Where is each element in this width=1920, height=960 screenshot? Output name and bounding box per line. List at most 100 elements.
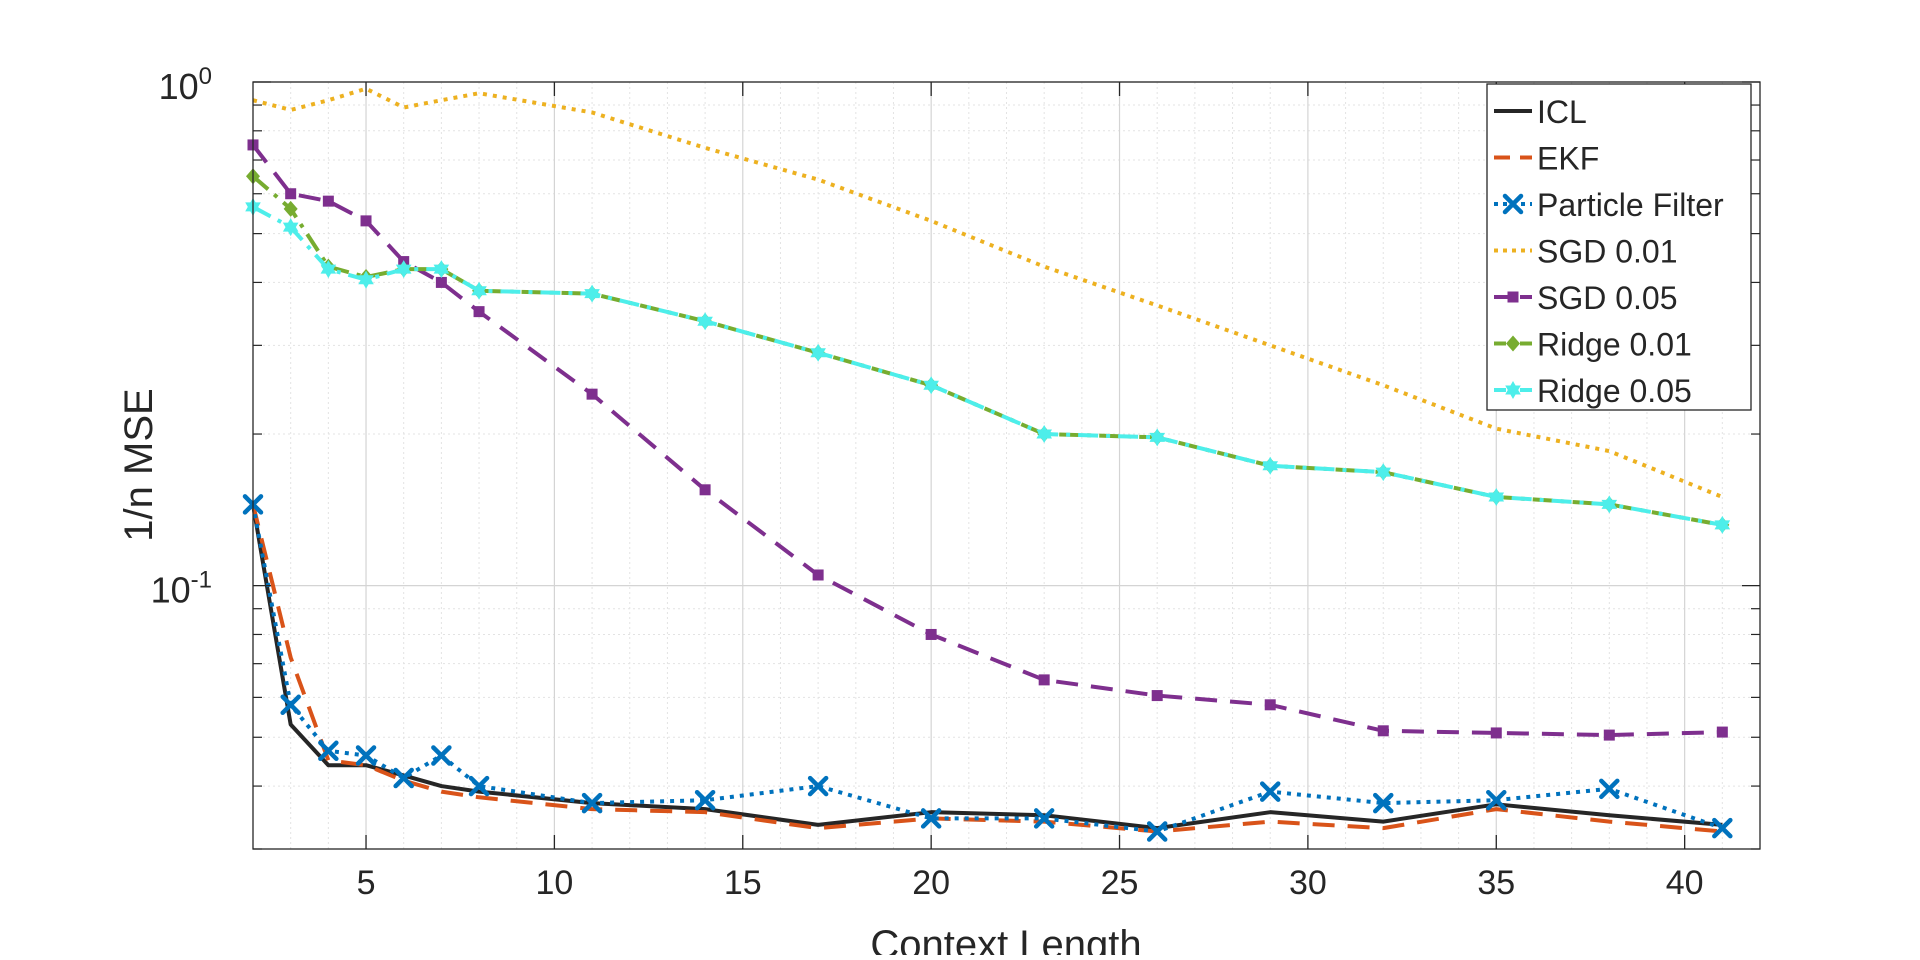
- x-marker-stroke: [393, 767, 414, 789]
- legend-item-icl: ICL: [1494, 94, 1587, 130]
- x-tick-label: 20: [912, 864, 950, 902]
- legend-item-sgd-0-05: SGD 0.05: [1494, 280, 1678, 316]
- data-point-particle-filter: [355, 745, 377, 766]
- x-axis-label: Context Length: [870, 923, 1141, 955]
- data-point-sgd-0-05: [435, 276, 447, 288]
- x-marker-stroke: [280, 694, 301, 716]
- hexagram-part: [584, 289, 600, 303]
- x-marker-stroke: [1259, 781, 1281, 802]
- data-point-sgd-0-05: [360, 215, 372, 227]
- data-point-sgd-0-05: [1377, 725, 1389, 737]
- data-point-ridge-0-05: [433, 260, 450, 279]
- hexagram-part: [1375, 467, 1392, 482]
- series-line-particle-filter: [251, 504, 1723, 834]
- data-point-particle-filter: [393, 767, 414, 789]
- data-point-sgd-0-05: [586, 388, 598, 400]
- legend-label: ICL: [1537, 94, 1587, 130]
- hexagram-part: [923, 380, 939, 395]
- data-point-ridge-0-05: [395, 260, 412, 279]
- x-marker-stroke: [581, 792, 603, 814]
- data-point-sgd-0-05: [1603, 729, 1615, 741]
- legend-marker-sample: [1502, 193, 1524, 215]
- data-point-sgd-0-05: [699, 484, 711, 496]
- series-line-ridge-0-05: [252, 205, 1723, 527]
- series-layer: [242, 86, 1733, 842]
- series-ridge-0-05: [245, 197, 1731, 534]
- data-point-particle-filter: [1259, 781, 1281, 802]
- series-sgd-0-01: [252, 86, 1724, 499]
- y-axis-label: 1/n MSE: [117, 388, 161, 541]
- data-point-particle-filter: [581, 792, 603, 814]
- x-tick-label: 15: [724, 864, 762, 902]
- legend: ICL EKF Particle Filter SGD 0.01 SGD 0.05 Rid…: [1486, 83, 1752, 411]
- legend-label: Particle Filter: [1537, 187, 1724, 223]
- legend-box: [1486, 83, 1752, 411]
- data-point-particle-filter: [280, 694, 301, 716]
- x-tick-label: 5: [357, 864, 376, 902]
- legend-item-particle-filter: Particle Filter: [1494, 187, 1724, 223]
- data-point-ridge-0-05: [358, 270, 374, 289]
- data-point-ridge-0-05: [1714, 515, 1731, 534]
- data-point-particle-filter: [807, 775, 829, 797]
- x-marker-stroke: [807, 775, 829, 797]
- x-tick-label: 25: [1101, 864, 1139, 902]
- data-point-ridge-0-05: [282, 218, 299, 237]
- data-point-ridge-0-05: [1036, 425, 1052, 444]
- data-point-ridge-0-05: [1488, 487, 1505, 506]
- data-point-ridge-0-05: [584, 284, 600, 303]
- legend-marker-sample: [1507, 291, 1519, 303]
- y-tick-label: 10-1: [151, 567, 212, 611]
- x-tick-label: 10: [535, 864, 573, 902]
- data-point-sgd-0-05: [322, 195, 334, 207]
- x-marker-stroke: [431, 745, 452, 766]
- hexagram-part: [395, 264, 412, 279]
- legend-label: EKF: [1537, 141, 1599, 177]
- data-point-particle-filter: [1599, 778, 1620, 800]
- x-tick-label: 40: [1666, 864, 1704, 902]
- hexagram-part: [433, 264, 450, 279]
- data-point-particle-filter: [431, 745, 452, 766]
- data-point-particle-filter: [1033, 808, 1055, 829]
- y-tick-label: 100: [159, 63, 212, 107]
- series-line-sgd-0-05: [251, 143, 1723, 738]
- data-point-ridge-0-05: [471, 281, 487, 300]
- x-marker-stroke: [468, 775, 490, 797]
- x-marker-stroke: [1373, 792, 1394, 814]
- data-point-sgd-0-05: [925, 628, 937, 640]
- data-point-ridge-0-01: [283, 200, 298, 217]
- hexagram-part: [810, 348, 826, 362]
- x-marker-stroke: [694, 789, 716, 811]
- data-point-sgd-0-05: [812, 569, 824, 581]
- data-point-particle-filter: [1373, 792, 1394, 814]
- data-point-sgd-0-05: [473, 306, 485, 318]
- hexagram-part: [1714, 520, 1731, 534]
- legend-item-sgd-0-01: SGD 0.01: [1494, 234, 1678, 270]
- data-point-sgd-0-05: [285, 188, 297, 200]
- x-tick-label: 30: [1289, 864, 1327, 902]
- data-point-sgd-0-05: [1038, 674, 1050, 686]
- x-marker-stroke: [1146, 821, 1168, 842]
- axes-box: [252, 81, 1761, 850]
- data-point-ridge-0-05: [923, 376, 939, 395]
- data-point-sgd-0-05: [1151, 690, 1163, 702]
- data-point-particle-filter: [1146, 821, 1168, 842]
- x-marker-stroke: [1033, 808, 1055, 829]
- data-point-particle-filter: [1486, 789, 1507, 811]
- data-point-sgd-0-05: [1716, 726, 1728, 738]
- data-point-particle-filter: [694, 789, 716, 811]
- data-point-particle-filter: [920, 808, 942, 829]
- hexagram-part: [358, 275, 374, 289]
- data-point-ridge-0-05: [1149, 428, 1165, 447]
- x-marker-stroke: [1599, 778, 1620, 800]
- data-point-ridge-0-05: [1601, 495, 1618, 514]
- x-marker-stroke: [920, 808, 942, 829]
- data-point-particle-filter: [318, 740, 339, 762]
- hexagram-part: [1601, 499, 1618, 514]
- data-point-ridge-0-05: [320, 260, 337, 279]
- data-point-sgd-0-05: [1264, 699, 1276, 711]
- legend-label: Ridge 0.05: [1537, 373, 1692, 409]
- legend-item-ekf: EKF: [1494, 141, 1599, 177]
- hexagram-part: [320, 264, 337, 279]
